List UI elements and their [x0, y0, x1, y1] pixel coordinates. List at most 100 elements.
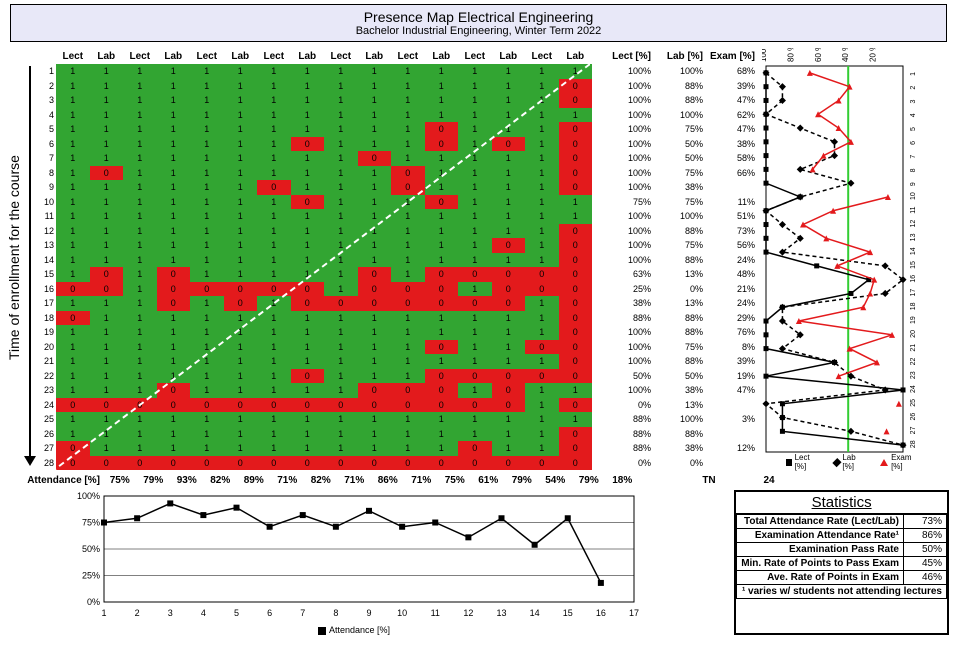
pct-cell: 73%: [706, 224, 758, 239]
presence-cell: 0: [425, 383, 459, 398]
pct-cell: 0%: [602, 398, 654, 413]
presence-cell: 1: [492, 180, 526, 195]
presence-cell: 1: [224, 340, 258, 355]
presence-cell: 0: [56, 311, 90, 326]
pct-cell: 47%: [706, 383, 758, 398]
presence-cell: 1: [190, 209, 224, 224]
presence-cell: 1: [525, 398, 559, 413]
presence-cell: 0: [224, 398, 258, 413]
presence-cell: 1: [525, 412, 559, 427]
presence-cell: 1: [90, 64, 124, 79]
presence-cell: 1: [90, 253, 124, 268]
presence-cell: 0: [559, 180, 593, 195]
presence-cell: 1: [190, 195, 224, 210]
presence-cell: 1: [291, 253, 325, 268]
presence-cell: 1: [90, 340, 124, 355]
pct-cell: 100%: [602, 79, 654, 94]
presence-cell: 1: [492, 427, 526, 442]
matrix-row-num: 16: [36, 282, 56, 297]
col-attendance-value: 79%: [505, 475, 539, 486]
presence-cell: 1: [391, 209, 425, 224]
presence-cell: 1: [123, 325, 157, 340]
pct-cell: 25%: [602, 282, 654, 297]
presence-cell: 1: [559, 412, 593, 427]
pct-table: Lect [%]Lab [%]Exam [%]100%100%68%100%88…: [602, 48, 758, 470]
presence-cell: 1: [157, 224, 191, 239]
svg-text:2: 2: [135, 608, 140, 618]
presence-cell: 1: [525, 383, 559, 398]
presence-cell: 1: [391, 354, 425, 369]
presence-cell: 1: [123, 296, 157, 311]
line-chart-legend: Attendance [%]: [64, 625, 644, 635]
presence-cell: 1: [358, 122, 392, 137]
presence-cell: 1: [123, 267, 157, 282]
presence-cell: 1: [391, 93, 425, 108]
presence-cell: 1: [291, 209, 325, 224]
presence-cell: 1: [425, 224, 459, 239]
pct-cell: 0%: [602, 456, 654, 471]
presence-cell: 1: [157, 253, 191, 268]
presence-cell: 0: [492, 383, 526, 398]
matrix-row-num: 8: [36, 166, 56, 181]
presence-cell: 1: [224, 79, 258, 94]
presence-cell: 0: [559, 441, 593, 456]
presence-cell: 1: [291, 267, 325, 282]
presence-cell: 1: [190, 354, 224, 369]
presence-cell: 1: [123, 412, 157, 427]
presence-cell: 1: [123, 369, 157, 384]
presence-cell: 0: [123, 398, 157, 413]
page-subtitle: Bachelor Industrial Engineering, Winter …: [11, 25, 946, 37]
presence-cell: 0: [391, 456, 425, 471]
presence-cell: 1: [123, 166, 157, 181]
pct-cell: 88%: [602, 427, 654, 442]
matrix-col-header: Lect: [324, 48, 358, 64]
presence-cell: 1: [123, 441, 157, 456]
presence-cell: 1: [123, 311, 157, 326]
presence-cell: 0: [525, 282, 559, 297]
presence-cell: 1: [257, 238, 291, 253]
presence-cell: 1: [291, 427, 325, 442]
svg-text:16: 16: [910, 275, 917, 283]
presence-cell: 1: [358, 180, 392, 195]
presence-cell: 1: [56, 166, 90, 181]
pct-cell: 24%: [706, 296, 758, 311]
pct-cell: 68%: [706, 64, 758, 79]
presence-cell: 1: [123, 151, 157, 166]
presence-cell: 1: [224, 224, 258, 239]
presence-cell: 0: [190, 282, 224, 297]
col-attendance-value: 89%: [237, 475, 271, 486]
presence-cell: 1: [358, 253, 392, 268]
presence-cell: 1: [190, 137, 224, 152]
matrix-row-num: 28: [36, 456, 56, 471]
matrix-col-header: Lab: [425, 48, 459, 64]
presence-cell: 1: [56, 151, 90, 166]
svg-text:13: 13: [910, 233, 917, 241]
presence-cell: 1: [123, 64, 157, 79]
presence-cell: 1: [458, 166, 492, 181]
presence-cell: 0: [559, 93, 593, 108]
presence-cell: 0: [525, 456, 559, 471]
presence-cell: 1: [458, 253, 492, 268]
stat-value: 45%: [904, 557, 947, 571]
presence-cell: 1: [90, 354, 124, 369]
presence-cell: 1: [190, 151, 224, 166]
presence-cell: 0: [90, 282, 124, 297]
svg-text:19: 19: [910, 316, 917, 324]
presence-cell: 0: [56, 441, 90, 456]
presence-cell: 1: [157, 209, 191, 224]
presence-cell: 0: [224, 456, 258, 471]
presence-cell: 0: [425, 340, 459, 355]
pct-cell: 100%: [654, 108, 706, 123]
pct-cell: 38%: [654, 180, 706, 195]
presence-cell: 1: [190, 238, 224, 253]
presence-cell: 1: [90, 195, 124, 210]
svg-text:12: 12: [463, 608, 473, 618]
presence-cell: 1: [90, 137, 124, 152]
pct-cell: 50%: [602, 369, 654, 384]
svg-text:10: 10: [910, 192, 917, 200]
presence-cell: 1: [257, 412, 291, 427]
presence-cell: 0: [559, 369, 593, 384]
presence-cell: 1: [90, 412, 124, 427]
pct-cell: 29%: [706, 311, 758, 326]
pct-cell: 75%: [654, 122, 706, 137]
